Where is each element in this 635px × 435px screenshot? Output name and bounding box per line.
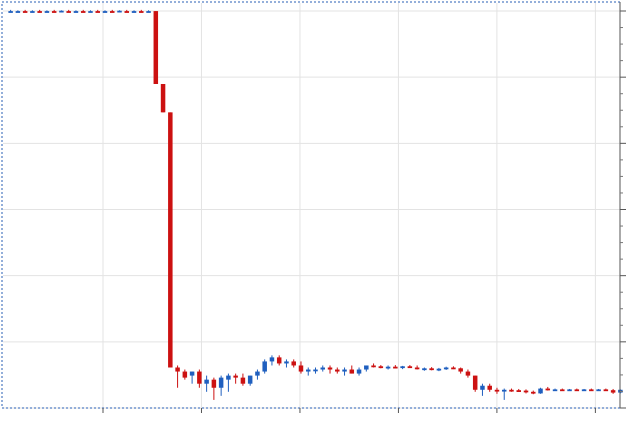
candle-body xyxy=(531,391,536,394)
candle-body xyxy=(211,379,217,388)
candle-body xyxy=(305,369,311,372)
candle-body xyxy=(139,11,144,13)
candle-body xyxy=(378,366,384,369)
candle-body xyxy=(44,11,50,13)
candle-body xyxy=(30,11,35,13)
candle-body xyxy=(581,389,587,392)
candle-body xyxy=(80,11,86,13)
candle-body xyxy=(407,366,413,369)
candle-body xyxy=(349,369,355,374)
candle-body xyxy=(182,371,188,378)
candle-body xyxy=(327,367,333,370)
candle-body xyxy=(589,389,594,392)
candle-body xyxy=(146,11,151,13)
candle-body xyxy=(262,361,267,372)
candle-body xyxy=(15,11,21,13)
candle-body xyxy=(472,375,478,390)
candle-body xyxy=(480,385,485,390)
candle-body xyxy=(356,369,362,374)
candle-body xyxy=(131,11,137,13)
candle-body xyxy=(175,367,180,372)
candle-body xyxy=(313,369,318,372)
candle-body xyxy=(509,389,514,392)
candle-body xyxy=(610,390,616,393)
candle-body xyxy=(429,368,434,371)
candle-body xyxy=(204,379,209,384)
candle-body xyxy=(335,369,340,372)
candle-body xyxy=(255,371,260,376)
candle-body xyxy=(545,388,551,391)
candle-body xyxy=(400,366,405,369)
candle-body xyxy=(218,377,224,388)
candle-body xyxy=(516,390,521,392)
candle-body xyxy=(458,368,463,372)
grid-lines xyxy=(3,3,620,409)
candle-body xyxy=(153,11,159,85)
candle-body xyxy=(233,375,238,378)
candle-body xyxy=(51,11,57,13)
candle-body xyxy=(436,368,442,371)
candle-body xyxy=(226,375,231,380)
candle-body xyxy=(494,389,500,392)
candle-body xyxy=(73,11,79,13)
candle-body xyxy=(59,10,64,13)
candle-body xyxy=(117,10,122,13)
candle-body xyxy=(110,11,115,13)
plot-border xyxy=(1,1,621,409)
candle-body xyxy=(88,11,93,13)
candle-body xyxy=(66,11,71,13)
candle-body xyxy=(22,11,28,13)
candle-body xyxy=(552,389,558,392)
candle-body xyxy=(393,366,398,369)
candle-body xyxy=(284,361,289,364)
candle-body xyxy=(603,389,609,392)
candle-body xyxy=(596,389,601,392)
candle-body xyxy=(443,367,449,370)
candle-body xyxy=(320,367,326,370)
candle-body xyxy=(385,366,391,369)
candle-body xyxy=(487,385,492,390)
candle-body xyxy=(574,389,580,392)
candle-body xyxy=(269,357,275,362)
candle-body xyxy=(422,368,427,371)
candle-body xyxy=(247,375,253,384)
candle-body xyxy=(298,365,304,372)
candle-body xyxy=(538,388,543,394)
candle-body xyxy=(168,112,173,368)
axes xyxy=(1,1,626,413)
candle-body xyxy=(523,390,529,393)
candle-body xyxy=(291,361,296,366)
candle-body xyxy=(465,371,471,376)
candle-body xyxy=(342,369,347,372)
candle-body xyxy=(567,389,572,392)
candle-body xyxy=(276,357,282,364)
candle-body xyxy=(8,11,13,13)
candle-body xyxy=(560,389,565,392)
candle-body xyxy=(160,84,166,113)
candle-body xyxy=(451,367,456,370)
candle-body xyxy=(197,371,202,384)
candle-body xyxy=(414,367,420,370)
candle-body xyxy=(102,11,108,13)
candle-body xyxy=(124,11,130,13)
candle-body xyxy=(189,371,195,376)
candle-body xyxy=(37,11,42,13)
candle-body xyxy=(240,377,246,384)
candle-series xyxy=(8,9,623,400)
candle-body xyxy=(501,389,507,392)
candle-body xyxy=(95,11,100,13)
candle-body xyxy=(371,365,376,368)
candle-body xyxy=(364,365,369,370)
